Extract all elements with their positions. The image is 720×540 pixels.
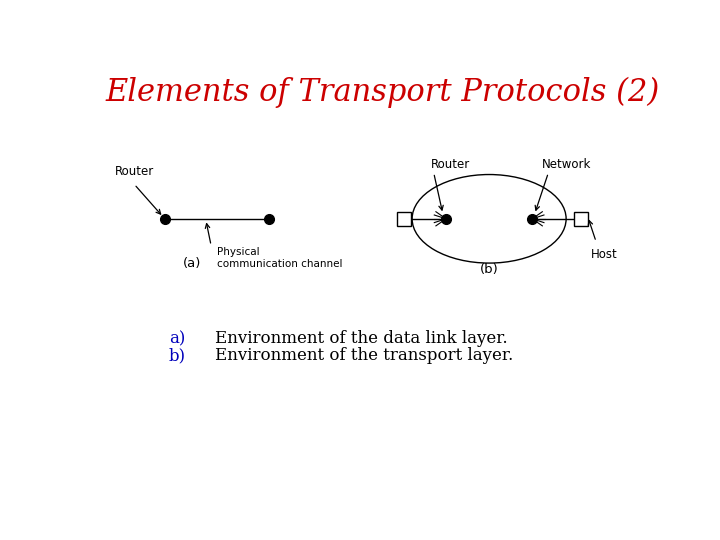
Bar: [574, 212, 588, 226]
Text: Host: Host: [590, 248, 618, 261]
Text: Environment of the data link layer.: Environment of the data link layer.: [215, 330, 508, 347]
Bar: [397, 212, 410, 226]
Text: Router: Router: [115, 165, 154, 178]
Text: (b): (b): [480, 264, 498, 276]
Text: a): a): [168, 330, 185, 347]
Text: Elements of Transport Protocols (2): Elements of Transport Protocols (2): [106, 76, 660, 107]
Text: Network: Network: [542, 158, 592, 171]
Text: b): b): [168, 347, 186, 365]
Text: Environment of the transport layer.: Environment of the transport layer.: [215, 347, 513, 365]
Text: Physical
communication channel: Physical communication channel: [217, 247, 343, 269]
Text: Router: Router: [431, 158, 470, 171]
Text: (a): (a): [183, 257, 201, 271]
